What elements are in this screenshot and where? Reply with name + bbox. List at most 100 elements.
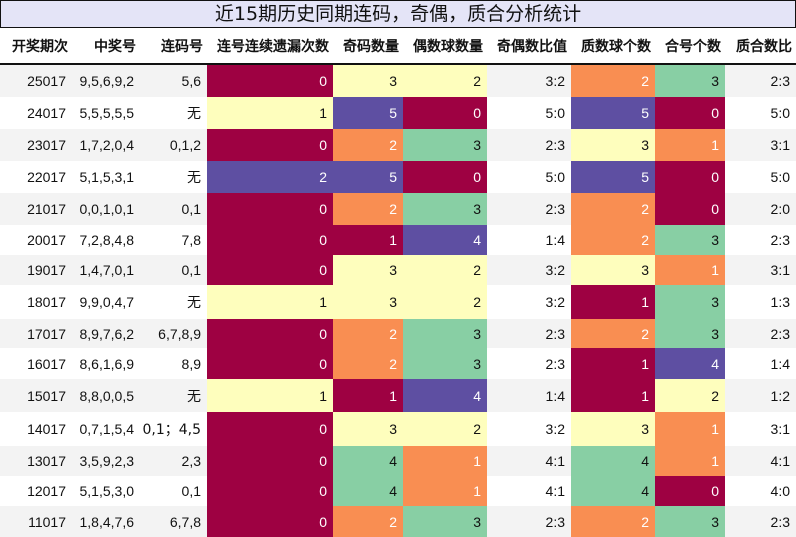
miss-count-cell: 2 bbox=[207, 161, 333, 193]
consecutive-cell: 0,1 bbox=[140, 255, 207, 285]
prime-composite-ratio-cell: 2:3 bbox=[725, 225, 796, 255]
numbers-cell: 8,6,1,6,9 bbox=[72, 348, 140, 379]
consecutive-cell: 6,7,8 bbox=[140, 506, 207, 537]
miss-count-cell: 0 bbox=[207, 225, 333, 255]
even-count-cell: 3 bbox=[403, 348, 487, 379]
header-period: 开奖期次 bbox=[0, 28, 72, 65]
header-numbers: 中奖号 bbox=[72, 28, 140, 65]
numbers-cell: 9,5,6,9,2 bbox=[72, 64, 140, 97]
even-count-cell: 3 bbox=[403, 319, 487, 348]
odd-count-cell: 5 bbox=[333, 97, 403, 129]
period-cell: 24017 bbox=[0, 97, 72, 129]
numbers-cell: 5,1,5,3,0 bbox=[72, 476, 140, 506]
prime-count-cell: 2 bbox=[571, 64, 655, 97]
numbers-cell: 3,5,9,2,3 bbox=[72, 446, 140, 476]
period-cell: 19017 bbox=[0, 255, 72, 285]
composite-count-cell: 1 bbox=[655, 446, 725, 476]
table-row: 13017 3,5,9,2,3 2,3 0 4 1 4:1 4 1 4:1 bbox=[0, 446, 796, 476]
prime-count-cell: 1 bbox=[571, 348, 655, 379]
even-count-cell: 2 bbox=[403, 285, 487, 319]
header-prime-count: 质数球个数 bbox=[571, 28, 655, 65]
header-odd-count: 奇码数量 bbox=[333, 28, 403, 65]
prime-count-cell: 3 bbox=[571, 412, 655, 446]
consecutive-cell: 无 bbox=[140, 285, 207, 319]
header-composite-count: 合号个数 bbox=[655, 28, 725, 65]
table-row: 11017 1,8,4,7,6 6,7,8 0 2 3 2:3 2 3 2:3 bbox=[0, 506, 796, 537]
miss-count-cell: 0 bbox=[207, 348, 333, 379]
consecutive-cell: 0,1 bbox=[140, 476, 207, 506]
prime-composite-ratio-cell: 2:3 bbox=[725, 319, 796, 348]
miss-count-cell: 0 bbox=[207, 64, 333, 97]
composite-count-cell: 3 bbox=[655, 285, 725, 319]
even-count-cell: 1 bbox=[403, 446, 487, 476]
header-even-count: 偶数球数量 bbox=[403, 28, 487, 65]
miss-count-cell: 0 bbox=[207, 476, 333, 506]
prime-count-cell: 5 bbox=[571, 97, 655, 129]
period-cell: 22017 bbox=[0, 161, 72, 193]
numbers-cell: 7,2,8,4,8 bbox=[72, 225, 140, 255]
prime-composite-ratio-cell: 2:3 bbox=[725, 64, 796, 97]
consecutive-cell: 5,6 bbox=[140, 64, 207, 97]
period-cell: 17017 bbox=[0, 319, 72, 348]
prime-composite-ratio-cell: 5:0 bbox=[725, 97, 796, 129]
prime-composite-ratio-cell: 1:3 bbox=[725, 285, 796, 319]
consecutive-cell: 7,8 bbox=[140, 225, 207, 255]
prime-count-cell: 4 bbox=[571, 446, 655, 476]
period-cell: 11017 bbox=[0, 506, 72, 537]
numbers-cell: 1,7,2,0,4 bbox=[72, 129, 140, 161]
numbers-cell: 0,0,1,0,1 bbox=[72, 193, 140, 225]
numbers-cell: 8,8,0,0,5 bbox=[72, 379, 140, 412]
period-cell: 13017 bbox=[0, 446, 72, 476]
period-cell: 12017 bbox=[0, 476, 72, 506]
numbers-cell: 9,9,0,4,7 bbox=[72, 285, 140, 319]
numbers-cell: 5,5,5,5,5 bbox=[72, 97, 140, 129]
consecutive-cell: 8,9 bbox=[140, 348, 207, 379]
composite-count-cell: 3 bbox=[655, 506, 725, 537]
even-count-cell: 1 bbox=[403, 476, 487, 506]
consecutive-cell: 0,1,2 bbox=[140, 129, 207, 161]
composite-count-cell: 0 bbox=[655, 161, 725, 193]
header-consecutive: 连码号 bbox=[140, 28, 207, 65]
period-cell: 21017 bbox=[0, 193, 72, 225]
prime-count-cell: 1 bbox=[571, 379, 655, 412]
even-count-cell: 4 bbox=[403, 225, 487, 255]
miss-count-cell: 1 bbox=[207, 379, 333, 412]
table-row: 15017 8,8,0,0,5 无 1 1 4 1:4 1 2 1:2 bbox=[0, 379, 796, 412]
composite-count-cell: 2 bbox=[655, 379, 725, 412]
miss-count-cell: 0 bbox=[207, 255, 333, 285]
table-row: 21017 0,0,1,0,1 0,1 0 2 3 2:3 2 0 2:0 bbox=[0, 193, 796, 225]
prime-composite-ratio-cell: 3:1 bbox=[725, 255, 796, 285]
even-count-cell: 2 bbox=[403, 255, 487, 285]
prime-count-cell: 1 bbox=[571, 285, 655, 319]
prime-count-cell: 2 bbox=[571, 319, 655, 348]
odd-even-ratio-cell: 2:3 bbox=[487, 129, 571, 161]
odd-even-ratio-cell: 2:3 bbox=[487, 506, 571, 537]
even-count-cell: 2 bbox=[403, 64, 487, 97]
numbers-cell: 1,4,7,0,1 bbox=[72, 255, 140, 285]
consecutive-cell: 无 bbox=[140, 161, 207, 193]
composite-count-cell: 3 bbox=[655, 64, 725, 97]
prime-count-cell: 3 bbox=[571, 255, 655, 285]
even-count-cell: 3 bbox=[403, 193, 487, 225]
prime-composite-ratio-cell: 2:0 bbox=[725, 193, 796, 225]
prime-count-cell: 2 bbox=[571, 225, 655, 255]
composite-count-cell: 3 bbox=[655, 225, 725, 255]
table-row: 24017 5,5,5,5,5 无 1 5 0 5:0 5 0 5:0 bbox=[0, 97, 796, 129]
header-prime-composite-ratio: 质合数比 bbox=[725, 28, 796, 65]
composite-count-cell: 3 bbox=[655, 319, 725, 348]
odd-even-ratio-cell: 1:4 bbox=[487, 379, 571, 412]
consecutive-cell: 6,7,8,9 bbox=[140, 319, 207, 348]
numbers-cell: 0,7,1,5,4 bbox=[72, 412, 140, 446]
composite-count-cell: 1 bbox=[655, 129, 725, 161]
prime-composite-ratio-cell: 1:2 bbox=[725, 379, 796, 412]
even-count-cell: 2 bbox=[403, 412, 487, 446]
prime-composite-ratio-cell: 5:0 bbox=[725, 161, 796, 193]
odd-count-cell: 5 bbox=[333, 161, 403, 193]
consecutive-cell: 0,1 bbox=[140, 193, 207, 225]
odd-count-cell: 2 bbox=[333, 319, 403, 348]
odd-even-ratio-cell: 3:2 bbox=[487, 64, 571, 97]
odd-count-cell: 3 bbox=[333, 255, 403, 285]
odd-even-ratio-cell: 3:2 bbox=[487, 412, 571, 446]
odd-even-ratio-cell: 5:0 bbox=[487, 97, 571, 129]
miss-count-cell: 0 bbox=[207, 446, 333, 476]
